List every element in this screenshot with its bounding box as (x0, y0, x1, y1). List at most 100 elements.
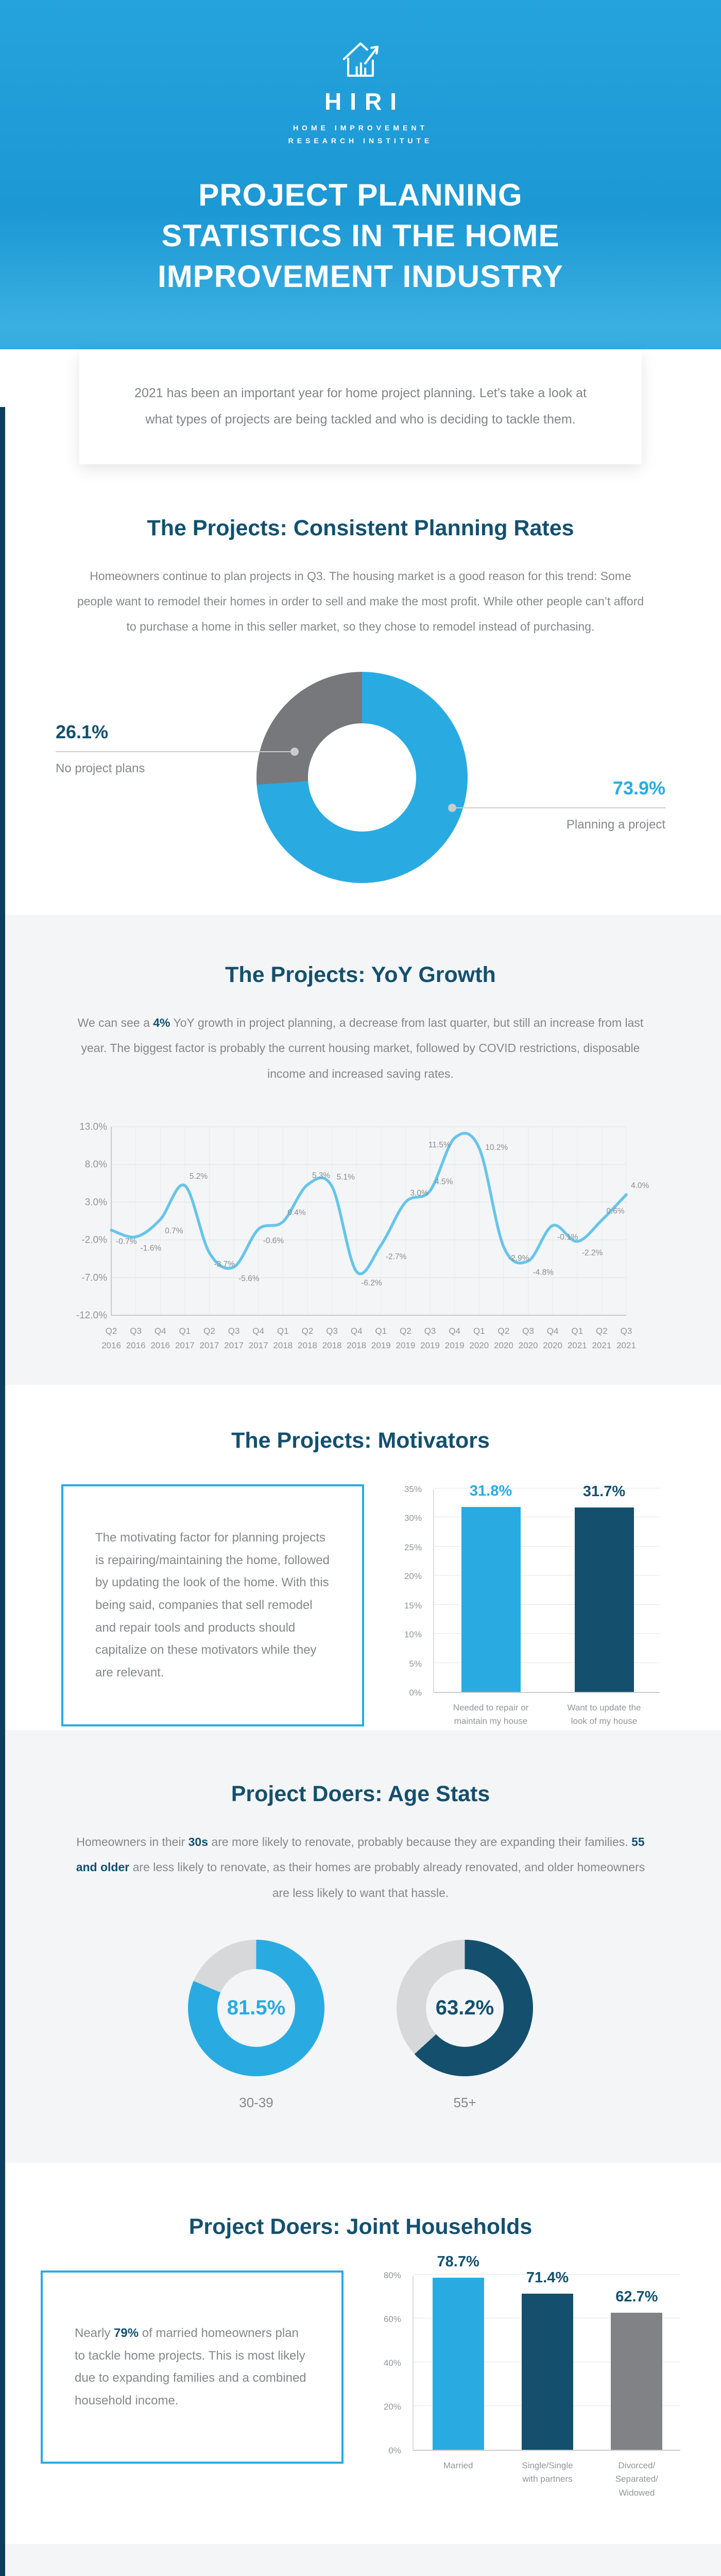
planning-percent: 73.9% (612, 777, 665, 799)
data-point-label: -2.2% (582, 1249, 603, 1258)
data-point-label: -2.9% (508, 1254, 529, 1263)
intro-card: 2021 has been an important year for home… (79, 349, 642, 464)
x-tick-year-label: 2018 (273, 1341, 293, 1350)
yoy-line-chart-svg: 13.0% 8.0% 3.0% -2.0% -7.0% -12.0% -0.7% -1.6% 0… (76, 1122, 649, 1350)
donut: 81.5% (188, 1940, 324, 2077)
y-tick-label: 3.0% (85, 1197, 107, 1208)
x-tick-year-label: 2020 (543, 1341, 562, 1350)
y-tick-label: 25% (404, 1542, 422, 1552)
y-tick-label: 35% (404, 1484, 422, 1494)
bar-chart-y-axis: 80% 60% 40% 20% 0% (373, 2270, 406, 2455)
x-tick-quarter-label: Q2 (400, 1326, 411, 1336)
donut-percent-label: 81.5% (227, 1996, 286, 2020)
x-tick-quarter-label: Q1 (473, 1326, 485, 1336)
data-point-label: -1.6% (141, 1244, 162, 1253)
section-age-stats: Project Doers: Age Stats Homeowners in t… (0, 1730, 721, 2163)
x-tick-quarter-label: Q1 (277, 1326, 289, 1336)
data-point-label: -0.1% (557, 1233, 578, 1242)
no-plans-percent: 26.1% (56, 721, 109, 742)
data-point-label: 5.1% (337, 1173, 355, 1182)
data-point-label: 4.5% (435, 1178, 453, 1187)
section-diyers: Project Doers: DIYers 40%35%30%25%20%15%… (0, 2544, 721, 2576)
bar-value-label: 62.7% (615, 2288, 658, 2305)
x-tick-quarter-label: Q3 (424, 1326, 436, 1336)
x-tick-year-label: 2019 (396, 1341, 416, 1350)
y-tick-label: 30% (404, 1513, 422, 1523)
x-tick-year-label: 2021 (616, 1341, 636, 1350)
x-tick-label: Single/Single with partners (522, 2461, 573, 2484)
no-plans-label: No project plans (56, 761, 145, 775)
x-tick-year-label: 2017 (224, 1341, 244, 1350)
y-tick-label: 0% (388, 2446, 401, 2455)
callout-planning-project: 73.9% Planning a project (448, 777, 665, 832)
x-tick-label: Divorced/Separated/Widowed (615, 2461, 658, 2498)
donut-caption: 30-39 (239, 2095, 273, 2111)
x-tick-year-label: 2020 (494, 1341, 513, 1350)
bar-chart-plot: 78.7% Married 71.4% Single/Single with partn… (413, 2253, 680, 2498)
y-tick-label: 5% (409, 1658, 422, 1669)
x-tick-quarter-label: Q3 (228, 1326, 240, 1336)
x-tick-year-label: 2021 (568, 1341, 587, 1350)
y-tick-label: -12.0% (76, 1310, 107, 1321)
x-tick-label: Needed to repair or maintain my house (453, 1703, 529, 1726)
y-tick-label: 10% (404, 1630, 422, 1640)
x-tick-quarter-label: Q2 (596, 1326, 608, 1336)
donut-item-30-39: 81.5% 30-39 (188, 1940, 324, 2111)
y-tick-label: 80% (383, 2270, 401, 2280)
households-79-highlight: 79% (114, 2326, 139, 2340)
callout-connector-line (56, 747, 299, 756)
motivators-note-box: The motivating factor for planning proje… (61, 1484, 364, 1726)
x-tick-quarter-label: Q1 (375, 1326, 387, 1336)
callout-connector-line (448, 803, 665, 812)
callout-no-project-plans: 26.1% No project plans (56, 721, 299, 776)
data-point-label: 3.0% (410, 1189, 428, 1198)
yoy-heading: The Projects: YoY Growth (225, 962, 496, 987)
x-tick-quarter-label: Q2 (498, 1326, 510, 1336)
data-point-label: -5.6% (238, 1275, 260, 1283)
bar-single-single (522, 2293, 573, 2450)
bar-want-to-update-the (574, 1507, 634, 1692)
x-tick-quarter-label: Q4 (154, 1326, 166, 1336)
x-tick-quarter-label: Q4 (252, 1326, 264, 1336)
age-donut-charts: 81.5% 30-39 63.2% 55+ (0, 1940, 721, 2111)
planning-donut-chart: 26.1% No project plans 73.9% Planning a … (41, 671, 680, 914)
donut-hole (426, 1969, 504, 2047)
x-tick-label: Married (443, 2461, 473, 2470)
yoy-trend-line (110, 1132, 628, 1276)
x-tick-year-label: 2018 (322, 1341, 342, 1350)
x-tick-label: Want to update the look of my house (567, 1703, 641, 1726)
bar-value-label: 31.7% (582, 1483, 626, 1500)
intro-text: 2021 has been an important year for home… (134, 386, 587, 427)
y-tick-label: 20% (383, 2402, 401, 2412)
x-tick-year-label: 2016 (126, 1341, 146, 1350)
left-accent-strip (0, 407, 5, 2576)
y-tick-label: 20% (404, 1571, 422, 1582)
households-note-text: Nearly 79% of married homeowners plan to… (75, 2326, 306, 2408)
section-motivators: The Projects: Motivators The motivating … (0, 1385, 721, 1730)
x-tick-year-label: 2020 (469, 1341, 489, 1350)
y-tick-label: 40% (383, 2358, 401, 2368)
donut: 63.2% (397, 1940, 533, 2077)
data-point-label: 0.6% (606, 1207, 625, 1216)
brand-name: HIRI (324, 88, 405, 115)
data-point-label: 5.2% (190, 1173, 208, 1181)
data-point-label: -0.7% (116, 1238, 137, 1246)
y-tick-label: 60% (383, 2314, 401, 2324)
y-tick-label: -2.0% (81, 1235, 107, 1246)
donut-hole (217, 1969, 295, 2047)
y-tick-label: 15% (404, 1600, 422, 1611)
x-tick-quarter-label: Q1 (571, 1326, 583, 1336)
gridline (434, 1546, 660, 1547)
y-tick-label: -7.0% (81, 1273, 107, 1283)
bar-value-label: 71.4% (526, 2269, 569, 2286)
x-tick-year-label: 2019 (371, 1341, 391, 1350)
age-stats-paragraph: Homeowners in their 30s are more likely … (76, 1835, 645, 1900)
data-point-label: -2.7% (386, 1252, 407, 1261)
x-tick-quarter-label: Q3 (326, 1326, 338, 1336)
brand-tagline-line2: RESEARCH INSTITUTE (288, 137, 433, 145)
yoy-paragraph: We can see a 4% YoY growth in project pl… (77, 1016, 644, 1080)
y-tick-label: 0% (409, 1688, 422, 1698)
bar-needed-to-repair-or (461, 1507, 521, 1692)
gridline (414, 2274, 680, 2275)
